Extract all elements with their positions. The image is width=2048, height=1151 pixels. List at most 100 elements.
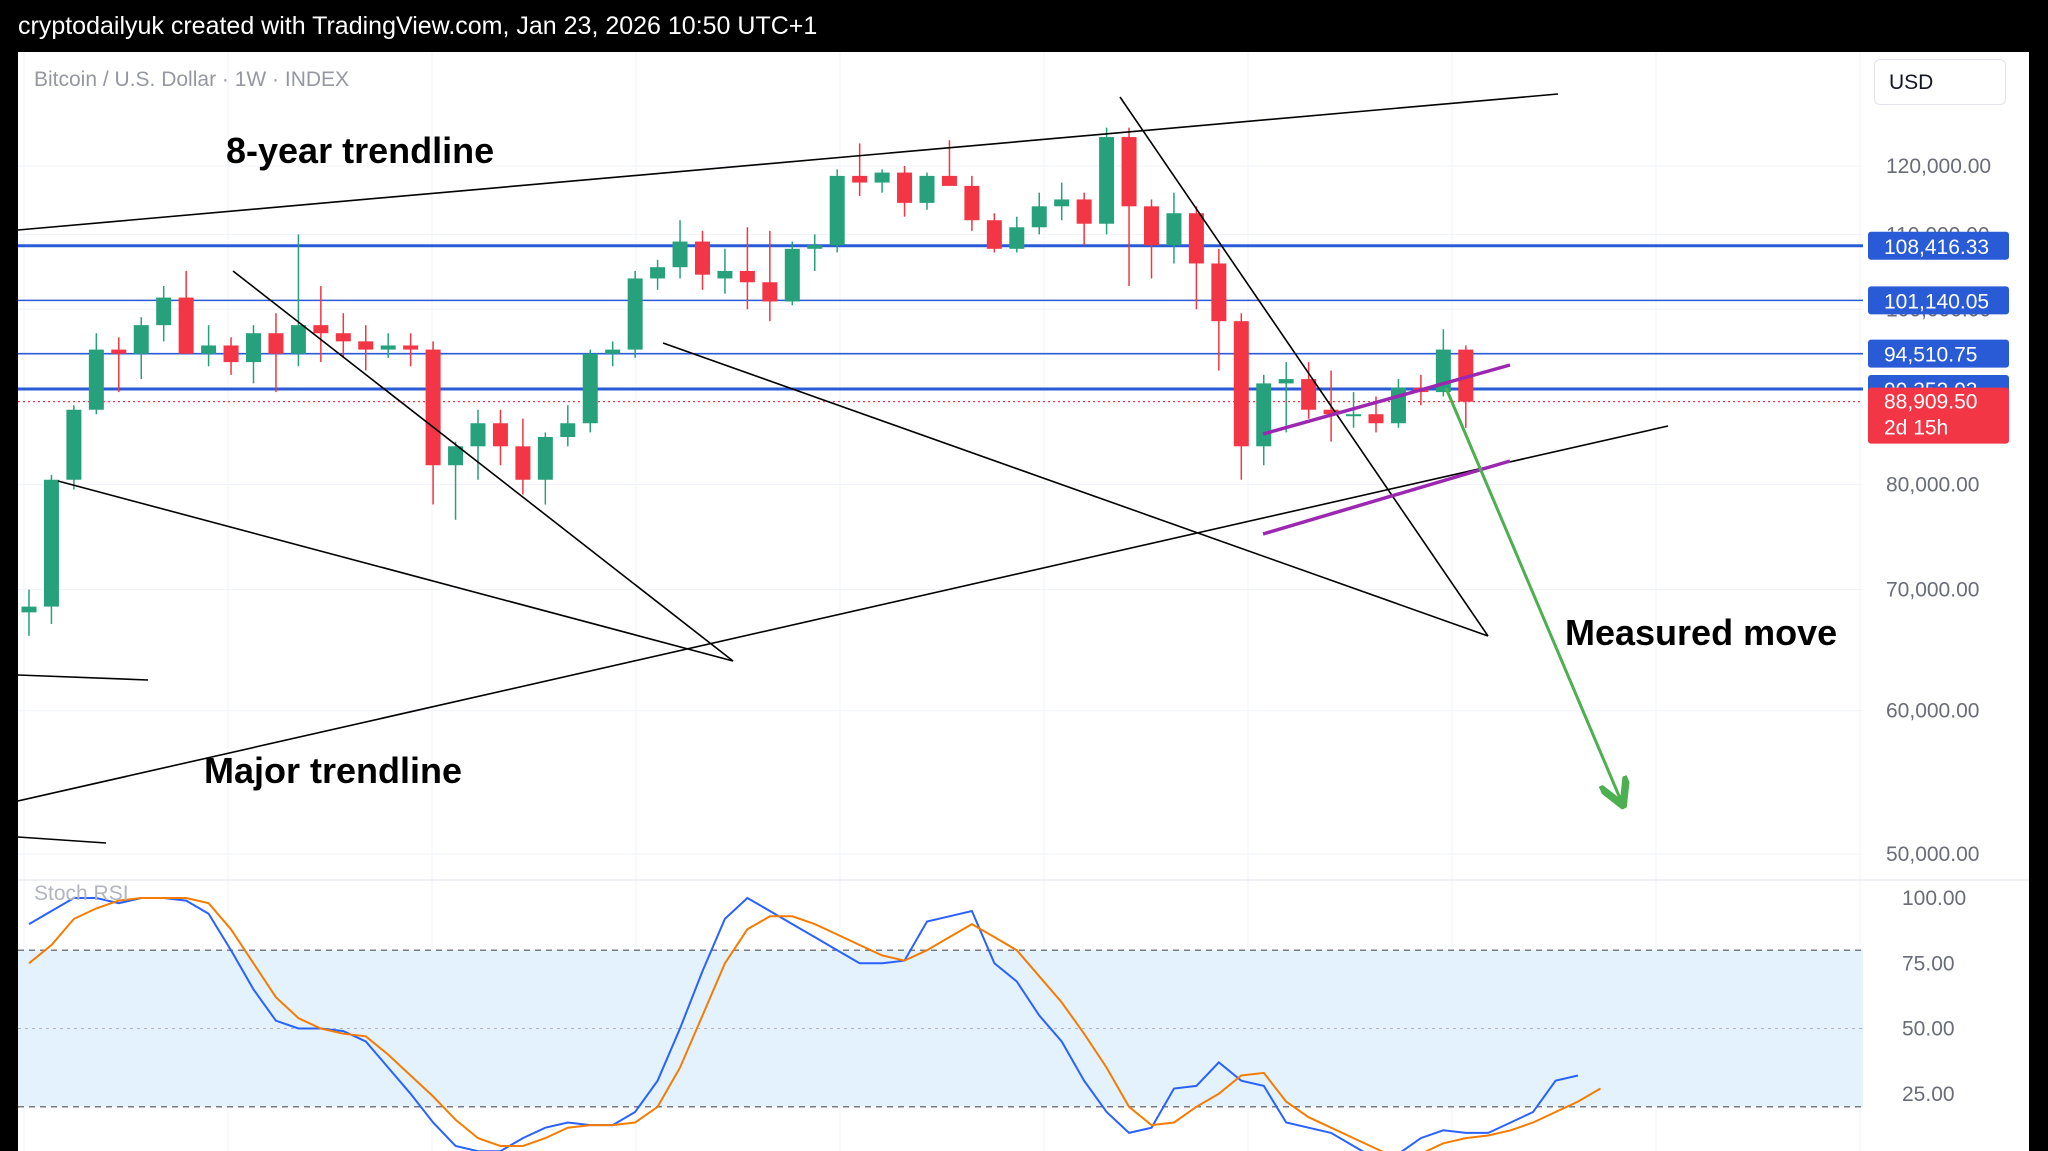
candle-body	[1233, 321, 1249, 447]
candle-body	[156, 297, 172, 326]
stoch-tick-label: 100.00	[1902, 887, 1966, 910]
candle-body	[1054, 199, 1070, 207]
candle-body	[1031, 206, 1047, 228]
candle-body	[739, 270, 755, 283]
candle-body	[1166, 213, 1182, 246]
trendline-wedge-upper	[232, 270, 734, 662]
annotation-major-trendline: Major trendline	[204, 750, 463, 791]
candle-body	[1346, 414, 1362, 417]
measured-move-arrow	[1444, 387, 1622, 803]
candle-body	[1323, 409, 1339, 415]
stoch-k-line	[28, 896, 1579, 1151]
candle-body	[695, 241, 710, 275]
candle-body	[717, 270, 733, 279]
level-price-value: 94,510.75	[1884, 344, 1977, 367]
level-price-label	[1868, 339, 2009, 368]
candle-body	[1188, 213, 1204, 264]
candle-body	[111, 349, 127, 354]
currency-button[interactable]: USD	[1874, 59, 2006, 105]
stoch-lines	[28, 896, 1602, 1151]
candle-body	[201, 345, 217, 354]
candle-body	[290, 325, 306, 354]
candle-body	[246, 333, 261, 363]
candle-body	[1211, 263, 1227, 322]
candle-body	[66, 409, 82, 480]
candle-body	[178, 297, 194, 354]
candle-body	[941, 175, 957, 186]
level-price-value: 101,140.05	[1884, 290, 1989, 313]
candle-body	[650, 267, 666, 279]
price-tick-label: 80,000.00	[1886, 474, 1979, 497]
chart-caption: cryptodailyuk created with TradingView.c…	[0, 0, 2048, 52]
candle-body	[560, 423, 576, 437]
candle-body	[313, 325, 329, 334]
candle-body	[874, 172, 890, 183]
chart-panel[interactable]: 120,000.00110,000.00100,000.0080,000.007…	[18, 52, 2029, 1151]
candle-body	[1076, 199, 1092, 224]
stoch-rsi-label: Stoch RSI	[34, 882, 129, 905]
candle-body	[537, 436, 553, 480]
price-tick-label: 120,000.00	[1886, 155, 1991, 178]
trendline-triangle-upper	[1119, 96, 1489, 637]
candle-body	[88, 349, 104, 410]
symbol-title[interactable]: Bitcoin / U.S. Dollar · 1W · INDEX	[34, 68, 350, 91]
stoch-tick-label: 50.00	[1902, 1018, 1955, 1041]
current-price-label	[1868, 387, 2009, 444]
trendline-major	[18, 425, 1669, 802]
trendline-stub-1	[18, 674, 149, 681]
candle-body	[1099, 137, 1115, 224]
level-price-value: 108,416.33	[1884, 236, 1989, 259]
candle-body	[762, 282, 778, 302]
candle-body	[784, 248, 800, 302]
candle-body	[403, 345, 419, 350]
candle-body	[1368, 414, 1384, 424]
stoch-tick-label: 25.00	[1902, 1083, 1955, 1106]
trendline-triangle-lower	[662, 342, 1489, 637]
candle-body	[964, 185, 980, 221]
annotation-8-year-trendline: 8-year trendline	[226, 130, 495, 171]
price-levels	[18, 244, 1863, 403]
candles	[21, 127, 1474, 636]
channel-lower	[1262, 459, 1511, 536]
candle-body	[1121, 137, 1137, 207]
candle-body	[268, 333, 284, 354]
candle-body	[515, 446, 531, 480]
level-price-label	[1868, 286, 2009, 315]
grid	[18, 52, 2029, 1151]
candle-body	[1278, 379, 1294, 384]
candle-body	[21, 606, 37, 613]
annotation-measured-move: Measured move	[1565, 612, 1838, 653]
candle-body	[897, 172, 913, 203]
candle-body	[807, 245, 823, 249]
bar-countdown: 2d 15h	[1884, 417, 1948, 440]
trendline-8-year	[18, 93, 1559, 231]
candle-body	[1144, 206, 1159, 246]
candle-body	[582, 353, 598, 424]
channel-upper	[1262, 363, 1511, 436]
candle-body	[986, 220, 1002, 249]
current-price-value: 88,909.50	[1884, 391, 1977, 414]
candle-body	[448, 446, 464, 466]
price-tick-label: 60,000.00	[1886, 700, 1979, 723]
candle-body	[1256, 383, 1272, 447]
candle-body	[425, 349, 441, 466]
trendline-wedge-lower	[57, 480, 734, 662]
candle-body	[335, 333, 351, 342]
stoch-band	[18, 949, 1863, 1108]
candle-body	[829, 175, 845, 246]
stoch-d-line	[28, 897, 1602, 1151]
price-axis: 120,000.00110,000.00100,000.0080,000.007…	[1868, 155, 2009, 1106]
candle-body	[470, 423, 486, 447]
candle-body	[919, 175, 935, 203]
chart-canvas[interactable]: 120,000.00110,000.00100,000.0080,000.007…	[18, 52, 2029, 1151]
drawings	[18, 93, 1669, 844]
level-price-label	[1868, 231, 2009, 260]
candle-body	[605, 349, 621, 354]
candle-body	[672, 241, 688, 268]
candle-body	[627, 278, 643, 350]
candle-body	[43, 479, 59, 607]
candle-body	[1009, 227, 1025, 249]
candle-body	[223, 345, 239, 363]
price-tick-label: 50,000.00	[1886, 843, 1979, 866]
stoch-tick-label: 75.00	[1902, 952, 1955, 975]
